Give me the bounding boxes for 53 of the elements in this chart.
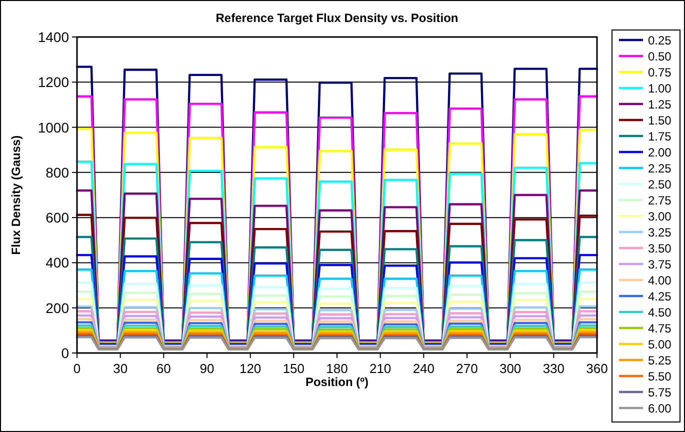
x-tick-label: 90 bbox=[200, 361, 214, 376]
legend-label: 2.25 bbox=[648, 162, 672, 176]
legend-label: 1.25 bbox=[648, 98, 672, 112]
y-tick-label: 1200 bbox=[38, 74, 70, 90]
legend-label: 5.75 bbox=[648, 386, 672, 400]
line-series bbox=[76, 160, 598, 345]
x-tick-label: 270 bbox=[456, 361, 478, 376]
line-series bbox=[76, 189, 598, 346]
legend-label: 0.25 bbox=[648, 34, 672, 48]
legend-label: 3.75 bbox=[648, 258, 672, 272]
y-tick-label: 600 bbox=[46, 210, 70, 226]
x-tick-label: 0 bbox=[73, 361, 81, 376]
legend-label: 6.00 bbox=[648, 402, 672, 416]
y-tick-label: 1000 bbox=[38, 119, 70, 136]
line-series bbox=[76, 254, 598, 346]
y-tick-label: 1400 bbox=[38, 29, 70, 45]
legend-label: 3.25 bbox=[648, 226, 672, 240]
chart-title: Reference Target Flux Density vs. Position bbox=[216, 11, 458, 25]
line-series bbox=[76, 214, 598, 346]
x-tick-label: 360 bbox=[586, 361, 608, 376]
y-tick-label: 200 bbox=[46, 300, 70, 316]
legend-label: 2.50 bbox=[648, 178, 672, 192]
x-tick-label: 240 bbox=[412, 361, 435, 376]
x-tick-label: 30 bbox=[113, 361, 128, 376]
legend-label: 1.50 bbox=[648, 114, 672, 128]
legend-label: 5.50 bbox=[648, 370, 672, 384]
legend-label: 4.75 bbox=[648, 322, 672, 336]
y-tick-label: 0 bbox=[61, 345, 70, 361]
y-tick-label: 400 bbox=[46, 254, 70, 271]
legend-label: 5.25 bbox=[648, 354, 672, 368]
legend-label: 5.00 bbox=[648, 338, 672, 352]
x-tick-label: 330 bbox=[542, 361, 565, 376]
x-tick-label: 150 bbox=[282, 361, 305, 376]
x-tick-label: 210 bbox=[369, 361, 392, 376]
legend-label: 0.75 bbox=[648, 66, 672, 80]
legend-label: 1.75 bbox=[648, 130, 672, 144]
legend-label: 4.25 bbox=[648, 290, 672, 304]
legend-label: 0.50 bbox=[648, 50, 672, 64]
legend-label: 1.00 bbox=[648, 82, 672, 96]
legend-label: 3.00 bbox=[648, 210, 672, 224]
legend-label: 4.00 bbox=[648, 274, 672, 288]
legend-label: 4.50 bbox=[648, 306, 672, 320]
legend-label: 2.00 bbox=[648, 146, 672, 160]
x-tick-label: 180 bbox=[326, 361, 348, 376]
y-tick-label: 800 bbox=[46, 164, 70, 180]
legend-label: 3.50 bbox=[648, 242, 672, 256]
x-tick-label: 60 bbox=[156, 361, 171, 376]
x-axis-title: Position (º) bbox=[305, 375, 369, 389]
y-axis-title: Flux Density (Gauss) bbox=[9, 135, 23, 255]
x-tick-label: 120 bbox=[239, 361, 262, 376]
legend-label: 2.75 bbox=[648, 194, 672, 208]
line-series bbox=[76, 268, 598, 347]
x-tick-label: 300 bbox=[499, 361, 522, 376]
